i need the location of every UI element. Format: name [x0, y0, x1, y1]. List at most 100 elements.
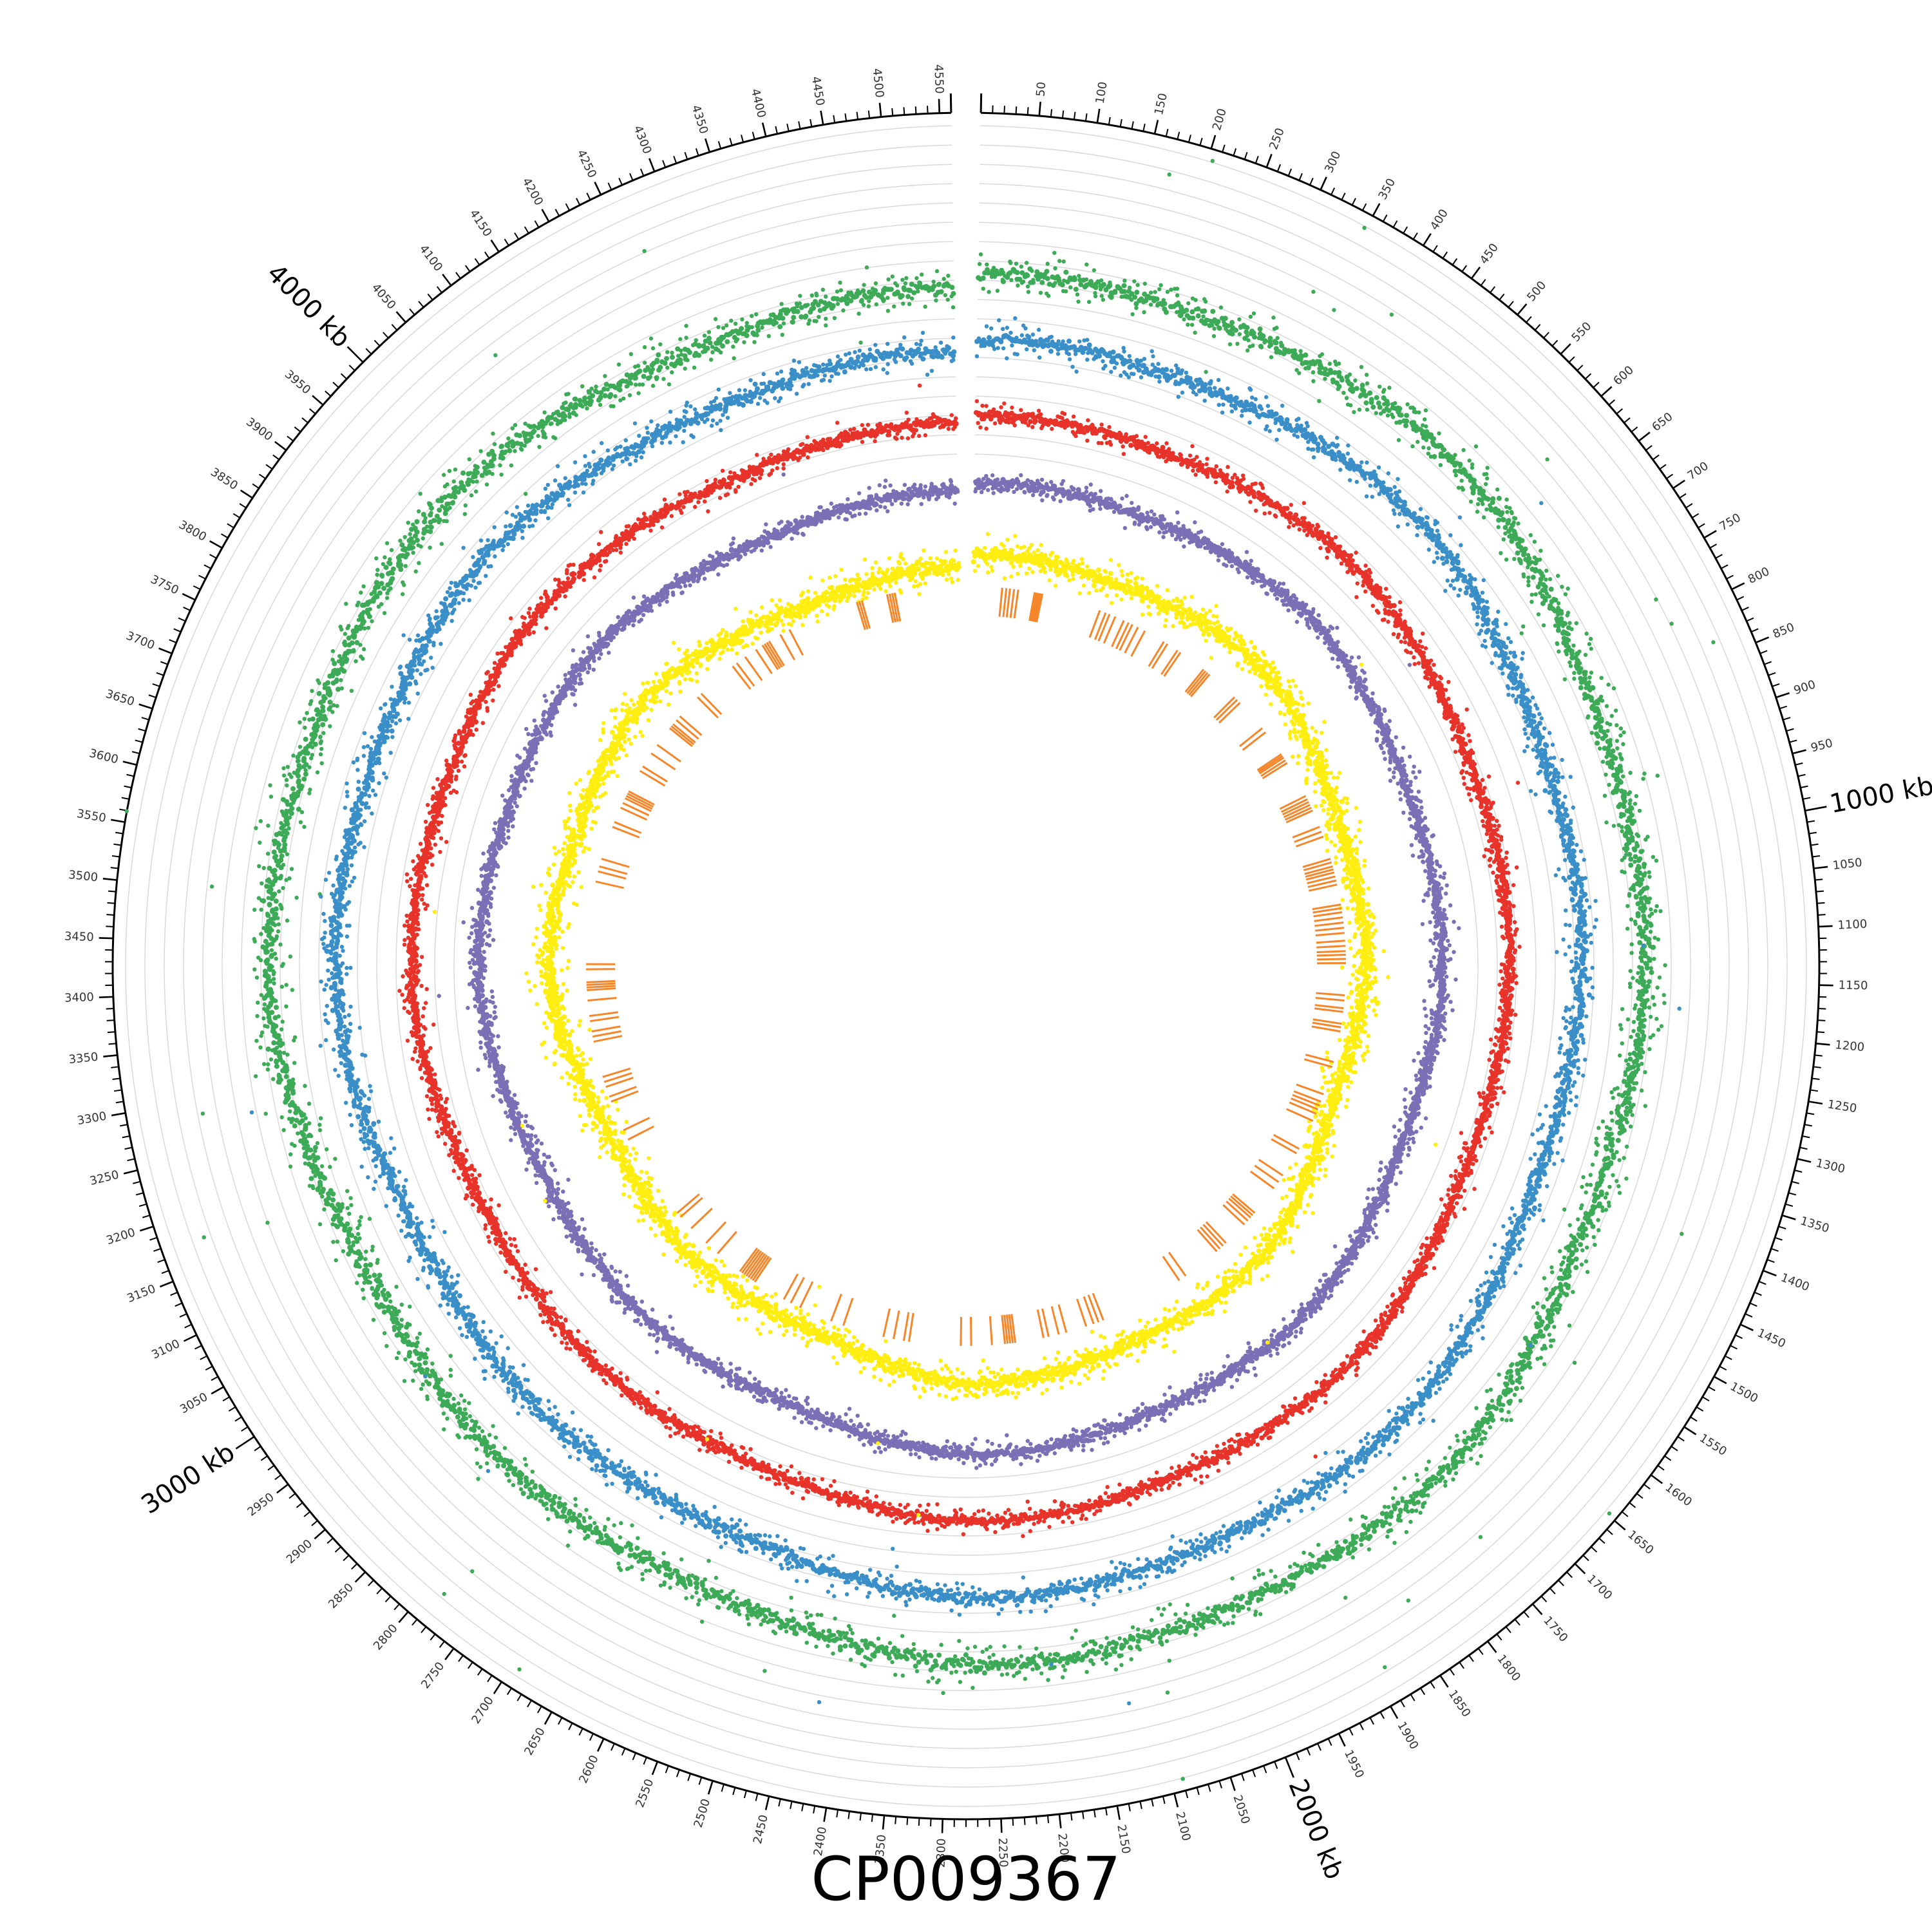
- track-point: [1642, 862, 1647, 867]
- axis-tick: [639, 168, 645, 176]
- track-point: [901, 301, 905, 306]
- track-point: [1382, 1504, 1387, 1509]
- axis-tick-label: 2200: [1055, 1833, 1072, 1864]
- track-point: [355, 1281, 359, 1285]
- track-point: [568, 1529, 573, 1534]
- track-point: [1636, 933, 1640, 937]
- axis-tick: [152, 683, 160, 687]
- axis-tick: [1755, 636, 1770, 644]
- axis-tick: [1786, 728, 1794, 732]
- axis-tick: [309, 408, 316, 415]
- track-point: [367, 1274, 372, 1279]
- axis-tick: [148, 694, 156, 698]
- track-point: [346, 623, 351, 629]
- axis-tick: [1317, 1743, 1321, 1751]
- track-point: [642, 345, 647, 350]
- track-point: [308, 1176, 314, 1182]
- track-point: [603, 374, 607, 379]
- axis-tick-label: 3900: [243, 415, 275, 444]
- track-point: [1530, 592, 1534, 597]
- axis-tick: [439, 1640, 445, 1648]
- track-point: [1557, 649, 1561, 654]
- grid-ring: [434, 434, 1498, 1498]
- track-point: [1274, 325, 1279, 330]
- track-point: [1618, 733, 1623, 738]
- track-point: [625, 1567, 630, 1571]
- track-point: [1521, 624, 1526, 629]
- track-point: [945, 298, 951, 302]
- track-point: [335, 1239, 339, 1244]
- track-point: [265, 913, 271, 918]
- axis-tick: [1622, 1511, 1629, 1517]
- track-point: [744, 333, 750, 338]
- track-point: [1180, 1777, 1185, 1781]
- track-point: [517, 1470, 523, 1475]
- track-point: [1235, 341, 1240, 346]
- track-point: [1588, 1182, 1593, 1188]
- track-point: [1249, 1591, 1255, 1596]
- track-point: [1593, 1242, 1597, 1247]
- track-point: [984, 1663, 990, 1669]
- axis-tick: [1584, 373, 1592, 380]
- track-point: [441, 1411, 446, 1416]
- track-point: [629, 352, 633, 356]
- track-point: [261, 898, 267, 904]
- track-point: [946, 274, 951, 278]
- track-point: [1383, 1665, 1387, 1670]
- track-point: [1341, 390, 1346, 395]
- track-point: [601, 1540, 607, 1546]
- track-point: [274, 956, 278, 961]
- track-point: [1520, 1385, 1524, 1390]
- axis-tick: [1812, 1077, 1820, 1081]
- track-point: [887, 1641, 893, 1645]
- axis-tick-label: 1500: [1728, 1379, 1760, 1405]
- axis-tick: [1410, 1694, 1416, 1701]
- axis-tick: [368, 1579, 374, 1587]
- track-point: [447, 1392, 453, 1397]
- track-point: [1206, 1606, 1210, 1611]
- grid-ring: [183, 183, 1749, 1749]
- axis-tick: [1153, 120, 1159, 135]
- track-point: [936, 1653, 942, 1658]
- track-point: [1218, 305, 1224, 310]
- track-point: [1092, 1641, 1098, 1647]
- track-point: [1620, 858, 1624, 862]
- track-point: [592, 1520, 597, 1526]
- track-point: [1485, 476, 1490, 481]
- track-point: [1630, 1113, 1634, 1117]
- track-point: [1481, 515, 1486, 520]
- track-point: [1649, 907, 1653, 912]
- axis-tick-label: 3250: [88, 1168, 120, 1188]
- axis-tick: [351, 1563, 358, 1570]
- track-point: [1591, 1235, 1596, 1240]
- track-point: [265, 957, 270, 963]
- axis-tick: [1276, 164, 1282, 172]
- track-point: [728, 1603, 734, 1609]
- track-point: [709, 1587, 715, 1593]
- track-point: [327, 706, 332, 712]
- track-point: [876, 1636, 881, 1641]
- axis-tick: [1449, 1668, 1455, 1676]
- axis-tick-label: 800: [1746, 565, 1772, 587]
- track-point: [526, 437, 532, 443]
- track-point: [895, 283, 900, 288]
- track-point: [1506, 1399, 1512, 1405]
- axis-tick: [1403, 226, 1408, 234]
- track-point: [406, 520, 410, 525]
- track-point: [625, 1540, 631, 1546]
- track-point: [294, 895, 299, 900]
- track-point: [1038, 290, 1043, 295]
- axis-tick: [1685, 503, 1693, 509]
- track-point: [1474, 1406, 1479, 1410]
- track-point: [1590, 1162, 1595, 1167]
- axis-tick: [1709, 544, 1718, 549]
- track-point: [283, 1074, 289, 1079]
- axis-tick-label: 3150: [125, 1282, 157, 1305]
- track-point: [363, 1257, 368, 1262]
- track-point: [847, 1624, 851, 1629]
- track-point: [1052, 251, 1057, 255]
- track-point: [1165, 1690, 1170, 1695]
- track-point: [315, 1141, 320, 1146]
- axis-tick: [558, 1717, 563, 1725]
- track-point: [621, 396, 626, 401]
